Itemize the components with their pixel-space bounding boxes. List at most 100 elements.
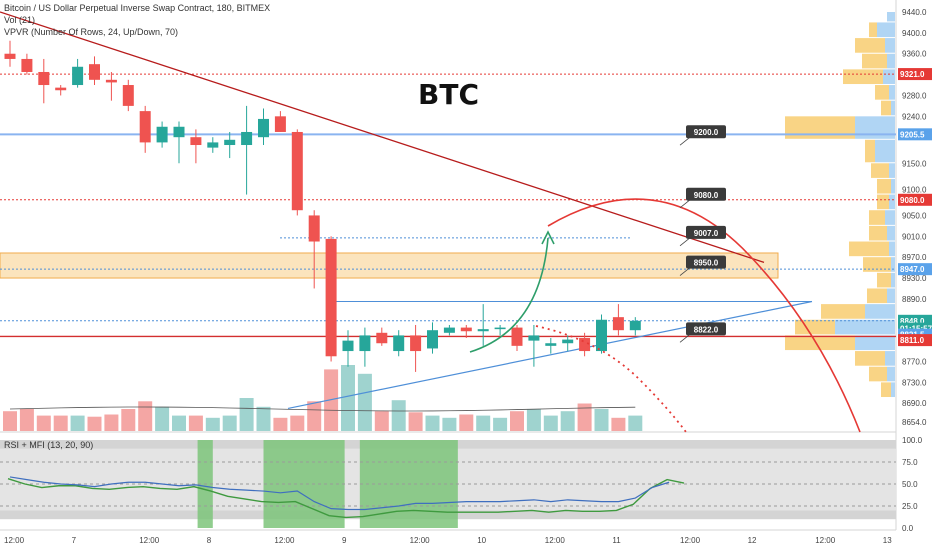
price-tick-label: 8690.0	[902, 399, 927, 408]
projection-up-arrow	[469, 237, 549, 353]
volume-bar	[87, 416, 102, 431]
candle-body	[562, 339, 574, 344]
time-tick-label: 12	[748, 536, 757, 545]
price-tick-label: 9280.0	[902, 91, 927, 100]
callout-label: 8822.0	[694, 325, 719, 334]
candle-body	[325, 238, 337, 357]
vpvr-row-up	[883, 69, 895, 85]
volume-bar	[70, 415, 85, 431]
projection-arc	[547, 198, 861, 433]
vpvr-row-up	[875, 139, 895, 163]
candle-body	[291, 131, 303, 211]
vpvr-row-up	[891, 382, 895, 398]
vpvr-row-up	[887, 12, 895, 22]
vpvr-row-up	[891, 257, 895, 272]
mfi-line	[7, 478, 685, 519]
price-badge: 8811.0	[898, 334, 932, 347]
volume-bar	[493, 417, 508, 431]
candle-body	[274, 116, 286, 132]
candle-body	[258, 118, 269, 138]
vpvr-row-down	[875, 85, 889, 100]
vpvr-row-down	[877, 178, 891, 194]
vpvr-row-down	[785, 116, 855, 139]
callout-leader	[679, 237, 691, 247]
chart-title: Bitcoin / US Dollar Perpetual Inverse Sw…	[4, 3, 270, 13]
vpvr-row-down	[877, 194, 889, 210]
vpvr-indicator-label[interactable]: VPVR (Number Of Rows, 24, Up/Down, 70)	[4, 27, 178, 37]
price-tick-label: 8730.0	[902, 378, 927, 387]
price-badge-label: 9321.0	[900, 70, 925, 79]
candle-body	[72, 66, 84, 86]
price-badge-box	[898, 193, 932, 206]
volume-bar	[19, 409, 34, 431]
volume-label-text: Vol (21)	[4, 15, 36, 25]
vpvr-row-down	[871, 163, 889, 178]
volume-bar	[121, 409, 136, 431]
volume-bar	[307, 401, 322, 431]
price-badge: 9205.5	[898, 128, 932, 141]
vpvr-row-down	[821, 304, 865, 319]
time-tick-label: 10	[477, 536, 486, 545]
vpvr-row-up	[891, 178, 895, 194]
price-tick-label: 9050.0	[902, 211, 927, 220]
candle-body	[629, 320, 641, 331]
volume-bar	[391, 400, 406, 431]
volume-bar	[172, 415, 186, 431]
callout-box	[686, 187, 726, 201]
price-tick-label: 9010.0	[902, 232, 927, 241]
volume-bar	[374, 411, 389, 431]
vpvr-row-down	[881, 382, 891, 398]
candle-body	[359, 335, 371, 352]
candle-body	[612, 317, 624, 331]
candle-body	[173, 126, 185, 138]
volume-bar	[628, 415, 643, 431]
volume-bar	[104, 414, 119, 431]
price-tick-label: 8770.0	[902, 357, 927, 366]
volume-indicator-label[interactable]: Vol (21)	[4, 15, 35, 25]
candle-body	[545, 343, 557, 346]
candle-body	[579, 338, 591, 352]
price-badge-label: 9080.0	[900, 196, 925, 205]
ascending-trendline	[287, 300, 813, 410]
volume-bar	[594, 409, 609, 431]
price-callout: 8822.0	[679, 322, 726, 343]
vpvr-row-up	[835, 319, 895, 335]
volume-bar	[560, 411, 575, 431]
price-badge-box	[898, 334, 932, 347]
vpvr-row-down	[849, 241, 889, 257]
callout-box	[686, 225, 726, 239]
vpvr-row-down	[881, 100, 891, 116]
time-tick-label: 12:00	[410, 536, 431, 545]
volume-bar	[3, 411, 17, 431]
price-badge: 8947.0	[898, 263, 932, 276]
candle-body	[494, 327, 506, 330]
vpvr-row-up	[855, 116, 895, 139]
price-badge-label: 9205.5	[900, 130, 925, 139]
callout-label: 9007.0	[694, 229, 719, 238]
vpvr-row-down	[865, 139, 875, 163]
rsi-tick-label: 50.0	[902, 480, 918, 489]
volume-bar	[442, 417, 457, 431]
vpvr-row-down	[869, 210, 885, 225]
vpvr-row-down	[862, 53, 887, 69]
vpvr-row-up	[889, 163, 895, 178]
time-tick-label: 12:00	[4, 536, 25, 545]
time-tick-label: 12:00	[680, 536, 701, 545]
volume-bar	[459, 414, 474, 431]
callout-leader	[679, 334, 691, 343]
callout-leader	[679, 199, 691, 209]
vpvr-row-down	[877, 272, 891, 288]
volume-bar	[36, 415, 51, 431]
callout-label: 9200.0	[694, 128, 719, 137]
vpvr-row-up	[889, 194, 895, 210]
candle-body	[21, 58, 33, 72]
candle-body	[376, 332, 388, 344]
candle-body	[4, 53, 16, 59]
price-badge-label: 8848.0	[900, 317, 925, 326]
price-badge-box	[898, 263, 932, 276]
price-badge: 9080.0	[898, 193, 932, 206]
candle-body	[224, 139, 236, 146]
vpvr-row-up	[889, 241, 895, 257]
price-tick-label: 8890.0	[902, 295, 927, 304]
rsi-mfi-indicator-label[interactable]: RSI + MFI (13, 20, 90)	[4, 440, 93, 450]
